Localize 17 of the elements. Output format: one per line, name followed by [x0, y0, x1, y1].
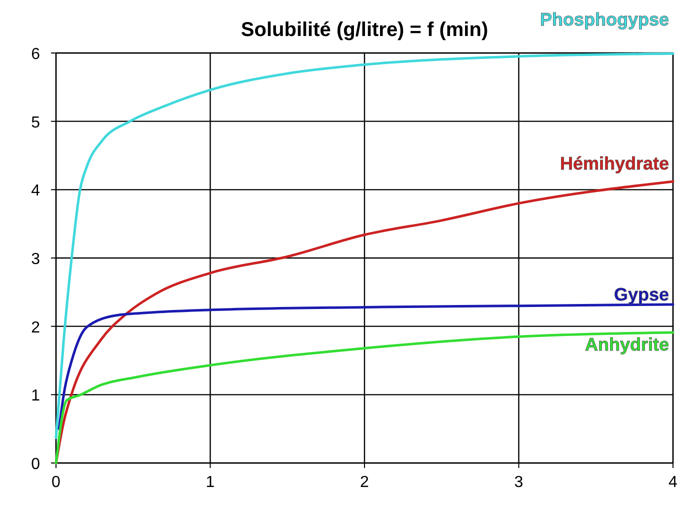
- y-tick-label: 0: [31, 456, 40, 473]
- y-tick-label: 3: [31, 251, 40, 268]
- x-tick-label: 2: [360, 474, 370, 491]
- y-tick-label: 4: [31, 182, 40, 200]
- series-label: Anhydrite: [584, 334, 669, 354]
- chart-title: Solubilité (g/litre) = f (min): [240, 19, 488, 41]
- series-label: Hémihydrate: [560, 153, 669, 174]
- y-tick-label: 6: [31, 46, 40, 63]
- y-tick-label: 5: [31, 114, 40, 132]
- y-tick-label: 1: [31, 388, 40, 405]
- x-tick-label: 0: [52, 474, 61, 491]
- x-tick-label: 4: [668, 474, 678, 491]
- x-tick-label: 1: [206, 474, 215, 491]
- x-tick-label: 3: [514, 474, 524, 491]
- y-tick-label: 2: [31, 319, 40, 336]
- series-label: Phosphogypse: [540, 10, 669, 30]
- series-label: Gypse: [614, 284, 669, 304]
